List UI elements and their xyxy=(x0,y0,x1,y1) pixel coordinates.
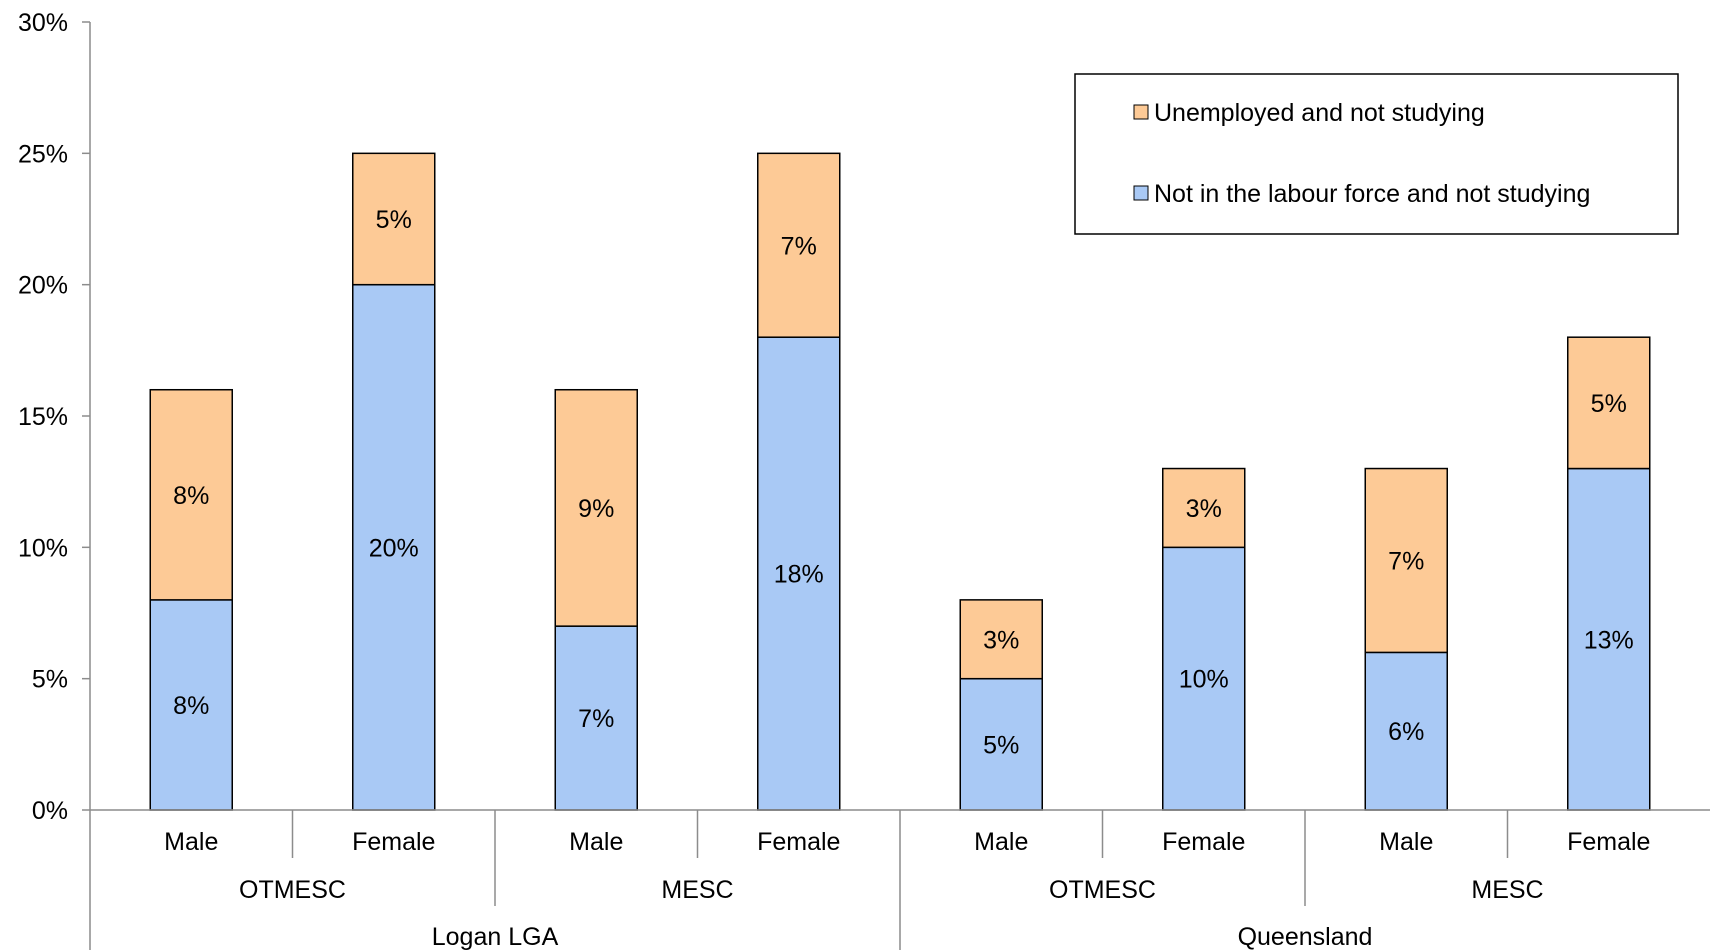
y-tick-label: 5% xyxy=(32,666,68,694)
y-tick-label: 0% xyxy=(32,797,68,825)
data-label: 5% xyxy=(983,731,1019,759)
bar-segment-not-in-labour-force xyxy=(352,283,436,811)
y-tick-label: 25% xyxy=(18,140,68,168)
data-label: 5% xyxy=(1591,390,1627,418)
data-label: 7% xyxy=(1388,547,1424,575)
category-label: Male xyxy=(974,828,1028,856)
data-label: 20% xyxy=(369,534,419,562)
bar-segment-not-in-labour-force xyxy=(149,599,233,811)
y-tick-label: 20% xyxy=(18,272,68,300)
x-axis: Male Female Male Female Male Female Male Female… xyxy=(90,809,1710,950)
data-label: 13% xyxy=(1584,626,1634,654)
category-label: Female xyxy=(1162,828,1245,856)
region-label: Queensland xyxy=(1238,923,1373,950)
bar-segment-not-in-labour-force xyxy=(554,625,638,811)
y-tick-label: 30% xyxy=(18,9,68,37)
data-label: 10% xyxy=(1179,666,1229,694)
bar-segment-unemployed xyxy=(959,599,1043,680)
bar-segment-unemployed xyxy=(1364,467,1448,654)
data-label: 8% xyxy=(173,482,209,510)
category-label: Female xyxy=(1567,828,1650,856)
data-label: 18% xyxy=(774,561,824,589)
category-label: Male xyxy=(569,828,623,856)
bar-segment-unemployed xyxy=(1162,467,1246,549)
data-label: 3% xyxy=(983,626,1019,654)
bar-segment-unemployed xyxy=(149,388,233,601)
legend-label: Unemployed and not studying xyxy=(1154,99,1485,127)
legend: Unemployed and not studying Not in the la… xyxy=(1074,73,1679,235)
data-label: 9% xyxy=(578,495,614,523)
y-tick-label: 10% xyxy=(18,534,68,562)
data-label: 7% xyxy=(781,232,817,260)
data-label: 6% xyxy=(1388,718,1424,746)
legend-swatch xyxy=(1133,185,1149,201)
category-label: Male xyxy=(1379,828,1433,856)
legend-label: Not in the labour force and not studying xyxy=(1154,180,1590,208)
y-tick-label: 15% xyxy=(18,403,68,431)
bar-segment-not-in-labour-force xyxy=(1162,546,1246,811)
bar-segment-not-in-labour-force xyxy=(1567,467,1651,811)
y-axis: 0% 5% 10% 15% 20% 25% 30% xyxy=(18,9,91,950)
legend-swatch xyxy=(1133,104,1149,120)
data-label: 8% xyxy=(173,692,209,720)
legend-box xyxy=(1074,73,1679,235)
data-label: 7% xyxy=(578,705,614,733)
group-label: OTMESC xyxy=(1049,876,1156,904)
bar-segment-unemployed xyxy=(554,388,638,627)
bar-segment-unemployed xyxy=(352,152,436,286)
category-label: Female xyxy=(352,828,435,856)
category-label: Female xyxy=(757,828,840,856)
bar-segment-unemployed xyxy=(1567,336,1651,470)
group-label: MESC xyxy=(661,876,733,904)
group-label: OTMESC xyxy=(239,876,346,904)
data-label: 3% xyxy=(1186,495,1222,523)
region-label: Logan LGA xyxy=(432,923,559,950)
group-label: MESC xyxy=(1471,876,1543,904)
category-label: Male xyxy=(164,828,218,856)
bars: 8% 8% 20% 5% 7% 9% 18% 7% 5% 3% 10% 3% 6% 7% 13% 5% xyxy=(149,152,1651,811)
data-label: 5% xyxy=(376,206,412,234)
bar-segment-unemployed xyxy=(757,152,841,338)
